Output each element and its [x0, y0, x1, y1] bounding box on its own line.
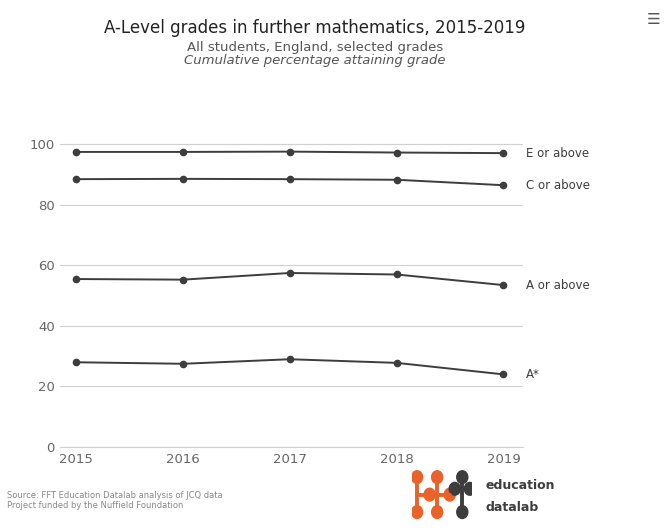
Circle shape [457, 506, 468, 518]
Circle shape [444, 488, 455, 501]
Text: education: education [486, 479, 555, 492]
Text: A-Level grades in further mathematics, 2015-2019: A-Level grades in further mathematics, 2… [105, 19, 525, 37]
Text: Source: FFT Education Datalab analysis of JCQ data: Source: FFT Education Datalab analysis o… [7, 491, 222, 500]
Text: Cumulative percentage attaining grade: Cumulative percentage attaining grade [184, 54, 446, 67]
Circle shape [411, 506, 423, 518]
Text: A*: A* [526, 368, 540, 381]
Text: A or above: A or above [526, 279, 590, 291]
Text: ☰: ☰ [647, 12, 660, 26]
Circle shape [449, 482, 460, 495]
Circle shape [431, 506, 443, 518]
Circle shape [411, 471, 423, 484]
Text: Project funded by the Nuffield Foundation: Project funded by the Nuffield Foundatio… [7, 501, 183, 510]
Text: C or above: C or above [526, 179, 590, 191]
Text: All students, England, selected grades: All students, England, selected grades [187, 41, 443, 54]
Text: datalab: datalab [486, 501, 539, 515]
Circle shape [431, 471, 443, 484]
Circle shape [464, 482, 475, 495]
Circle shape [457, 471, 468, 484]
Circle shape [424, 488, 436, 501]
Text: E or above: E or above [526, 147, 589, 160]
